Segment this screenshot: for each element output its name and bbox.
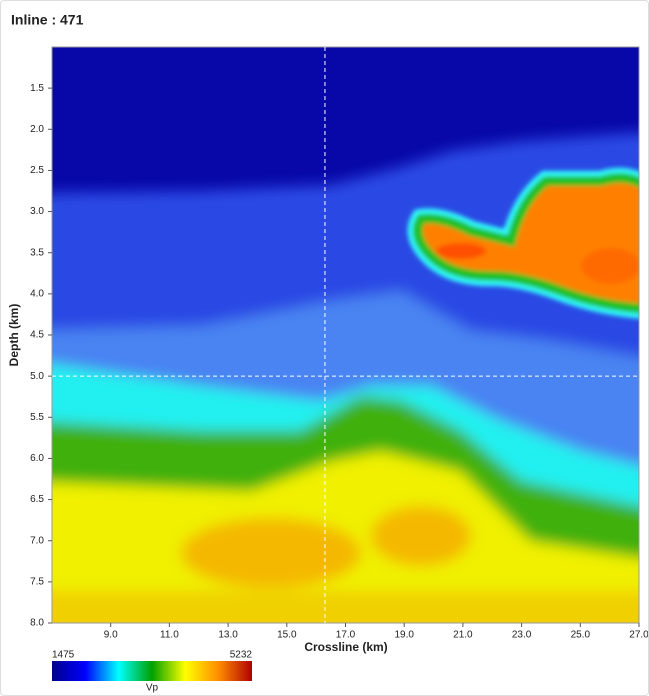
chart-title: Inline : 471 xyxy=(11,12,84,28)
y-tick-label: 5.5 xyxy=(30,412,44,423)
y-tick-label: 3.0 xyxy=(30,206,44,217)
y-tick-label: 7.0 xyxy=(30,535,44,546)
x-tick-label: 23.0 xyxy=(512,630,532,641)
x-tick-label: 11.0 xyxy=(160,630,179,641)
y-tick-label: 2.5 xyxy=(30,165,44,176)
colorbar xyxy=(52,661,252,681)
x-tick-label: 17.0 xyxy=(336,630,356,641)
y-axis-label: Depth (km) xyxy=(7,304,21,367)
colorbar-label: Vp xyxy=(146,683,159,694)
x-tick-label: 9.0 xyxy=(104,630,118,641)
colorbar-min: 1475 xyxy=(52,650,75,661)
y-tick-label: 5.0 xyxy=(30,371,44,382)
colorbar-max: 5232 xyxy=(230,650,253,661)
y-tick-label: 4.5 xyxy=(30,330,44,341)
x-tick-label: 13.0 xyxy=(218,630,238,641)
y-tick-label: 1.5 xyxy=(30,83,44,94)
y-tick-label: 4.0 xyxy=(30,288,44,299)
x-tick-label: 19.0 xyxy=(394,630,414,641)
x-tick-label: 15.0 xyxy=(277,630,297,641)
y-tick-label: 6.5 xyxy=(30,494,44,505)
velocity-field xyxy=(52,47,639,623)
x-axis-label: Crossline (km) xyxy=(304,640,387,654)
y-tick-label: 6.0 xyxy=(30,453,44,464)
y-tick-label: 7.5 xyxy=(30,576,44,587)
x-tick-label: 21.0 xyxy=(453,630,473,641)
y-tick-label: 2.0 xyxy=(30,124,44,135)
y-tick-label: 8.0 xyxy=(30,618,44,629)
x-tick-label: 25.0 xyxy=(571,630,591,641)
x-tick-label: 27.0 xyxy=(629,630,648,641)
y-tick-label: 3.5 xyxy=(30,247,44,258)
